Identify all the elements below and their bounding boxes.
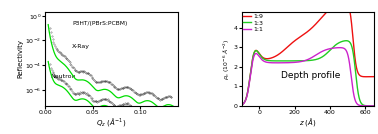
1:3 [344,40,348,42]
1:1 [239,104,244,106]
1:9 [304,32,308,34]
1:9 [368,76,373,77]
1:3 [300,60,305,62]
1:9 [372,76,376,77]
1:9 [342,1,346,2]
Y-axis label: Reflectivity: Reflectivity [18,39,24,79]
1:1 [368,105,373,107]
Text: P3HT/(PBrS:PCBM): P3HT/(PBrS:PCBM) [72,21,127,26]
1:1 [338,47,342,49]
X-axis label: $z$ ($\AA$): $z$ ($\AA$) [299,116,317,128]
Line: 1:9: 1:9 [242,2,374,105]
Text: X-Ray: X-Ray [72,44,90,49]
1:3 [344,40,349,42]
1:3 [368,105,373,107]
1:1 [344,50,349,51]
1:9 [344,1,349,3]
Legend: 1:9, 1:3, 1:1: 1:9, 1:3, 1:1 [243,13,263,33]
1:3 [246,87,251,89]
1:9 [300,34,305,36]
Text: Neutron: Neutron [50,74,76,79]
1:3 [368,105,373,107]
1:1 [246,88,251,90]
1:3 [372,105,376,107]
X-axis label: $Q_z$ ($\AA^{-1}$): $Q_z$ ($\AA^{-1}$) [96,116,127,128]
1:1 [304,59,308,61]
1:3 [239,104,244,106]
Line: 1:3: 1:3 [242,41,374,106]
Text: Depth profile: Depth profile [281,71,340,80]
1:3 [304,60,308,62]
1:1 [372,105,376,107]
Line: 1:1: 1:1 [242,48,374,106]
1:9 [368,76,373,77]
1:1 [370,105,374,107]
1:9 [246,87,251,89]
1:9 [239,104,244,106]
1:1 [368,105,373,107]
Y-axis label: $\rho_n$ $(10^{-6}$ $\AA^{-2})$: $\rho_n$ $(10^{-6}$ $\AA^{-2})$ [222,38,232,80]
1:1 [300,60,305,62]
